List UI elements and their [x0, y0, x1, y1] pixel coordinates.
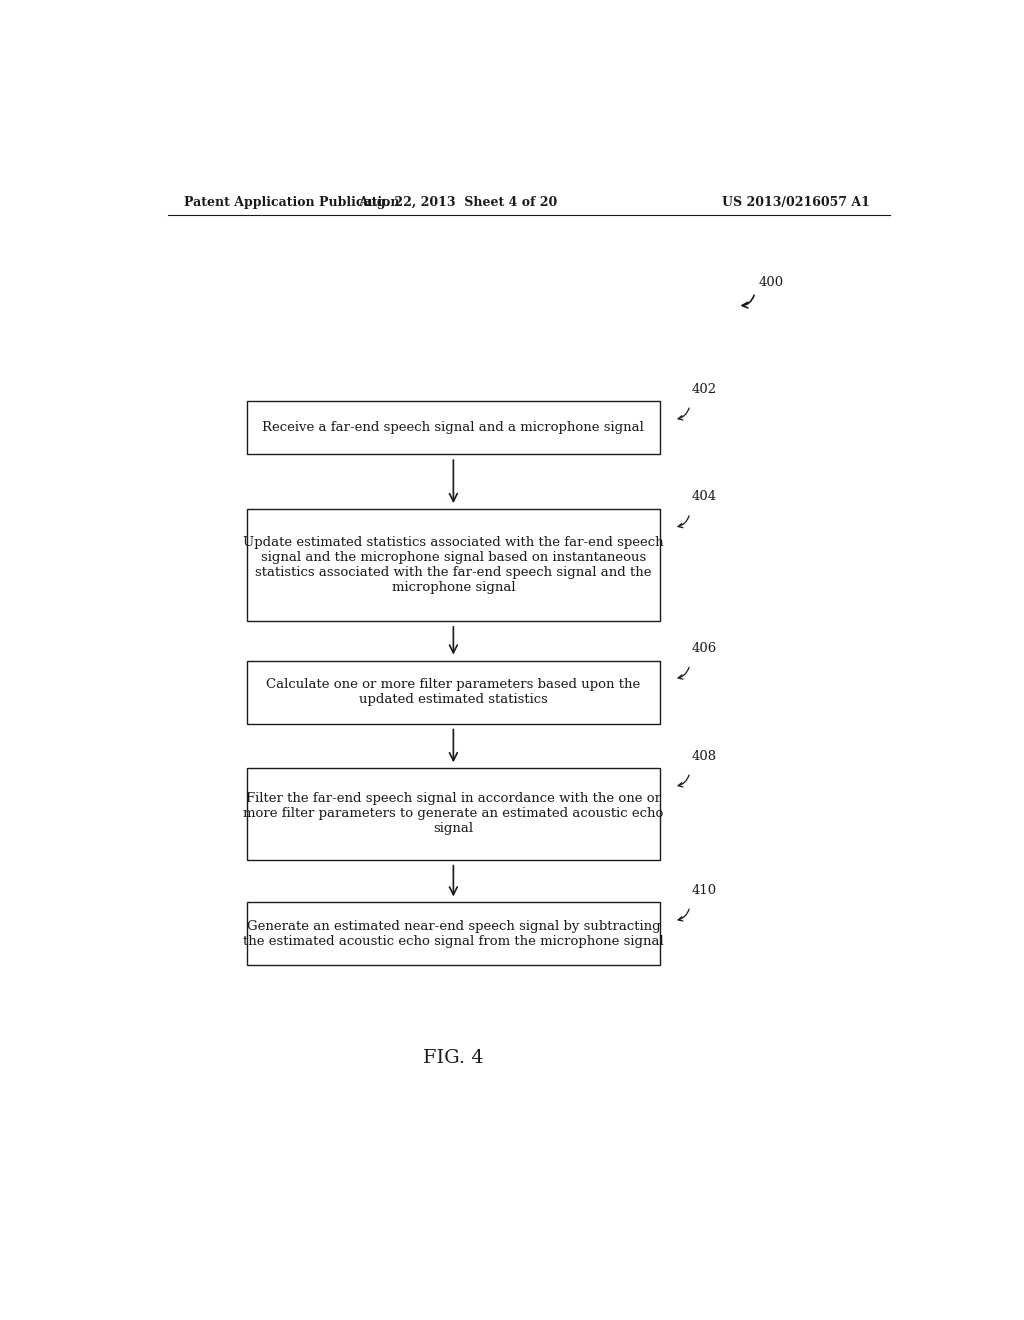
FancyBboxPatch shape	[247, 510, 659, 620]
Text: Patent Application Publication: Patent Application Publication	[183, 195, 399, 209]
Text: 408: 408	[691, 750, 717, 763]
FancyBboxPatch shape	[247, 660, 659, 723]
Text: Calculate one or more filter parameters based upon the
updated estimated statist: Calculate one or more filter parameters …	[266, 678, 640, 706]
Text: Filter the far-end speech signal in accordance with the one or
more filter param: Filter the far-end speech signal in acco…	[243, 792, 664, 836]
FancyArrowPatch shape	[678, 516, 689, 528]
Text: 400: 400	[759, 276, 784, 289]
Text: Generate an estimated near-end speech signal by subtracting
the estimated acoust: Generate an estimated near-end speech si…	[243, 920, 664, 948]
Text: 406: 406	[691, 642, 717, 655]
FancyArrowPatch shape	[678, 408, 689, 420]
FancyBboxPatch shape	[247, 768, 659, 859]
FancyArrowPatch shape	[678, 775, 689, 787]
FancyBboxPatch shape	[247, 401, 659, 454]
FancyArrowPatch shape	[678, 909, 689, 921]
FancyBboxPatch shape	[247, 903, 659, 965]
Text: Update estimated statistics associated with the far-end speech
signal and the mi: Update estimated statistics associated w…	[243, 536, 664, 594]
FancyArrowPatch shape	[742, 296, 754, 308]
Text: 410: 410	[691, 883, 717, 896]
FancyArrowPatch shape	[678, 667, 689, 678]
Text: 404: 404	[691, 490, 717, 503]
Text: Receive a far-end speech signal and a microphone signal: Receive a far-end speech signal and a mi…	[262, 421, 644, 434]
Text: US 2013/0216057 A1: US 2013/0216057 A1	[722, 195, 870, 209]
Text: 402: 402	[691, 383, 717, 396]
Text: FIG. 4: FIG. 4	[423, 1049, 483, 1067]
Text: Aug. 22, 2013  Sheet 4 of 20: Aug. 22, 2013 Sheet 4 of 20	[357, 195, 557, 209]
